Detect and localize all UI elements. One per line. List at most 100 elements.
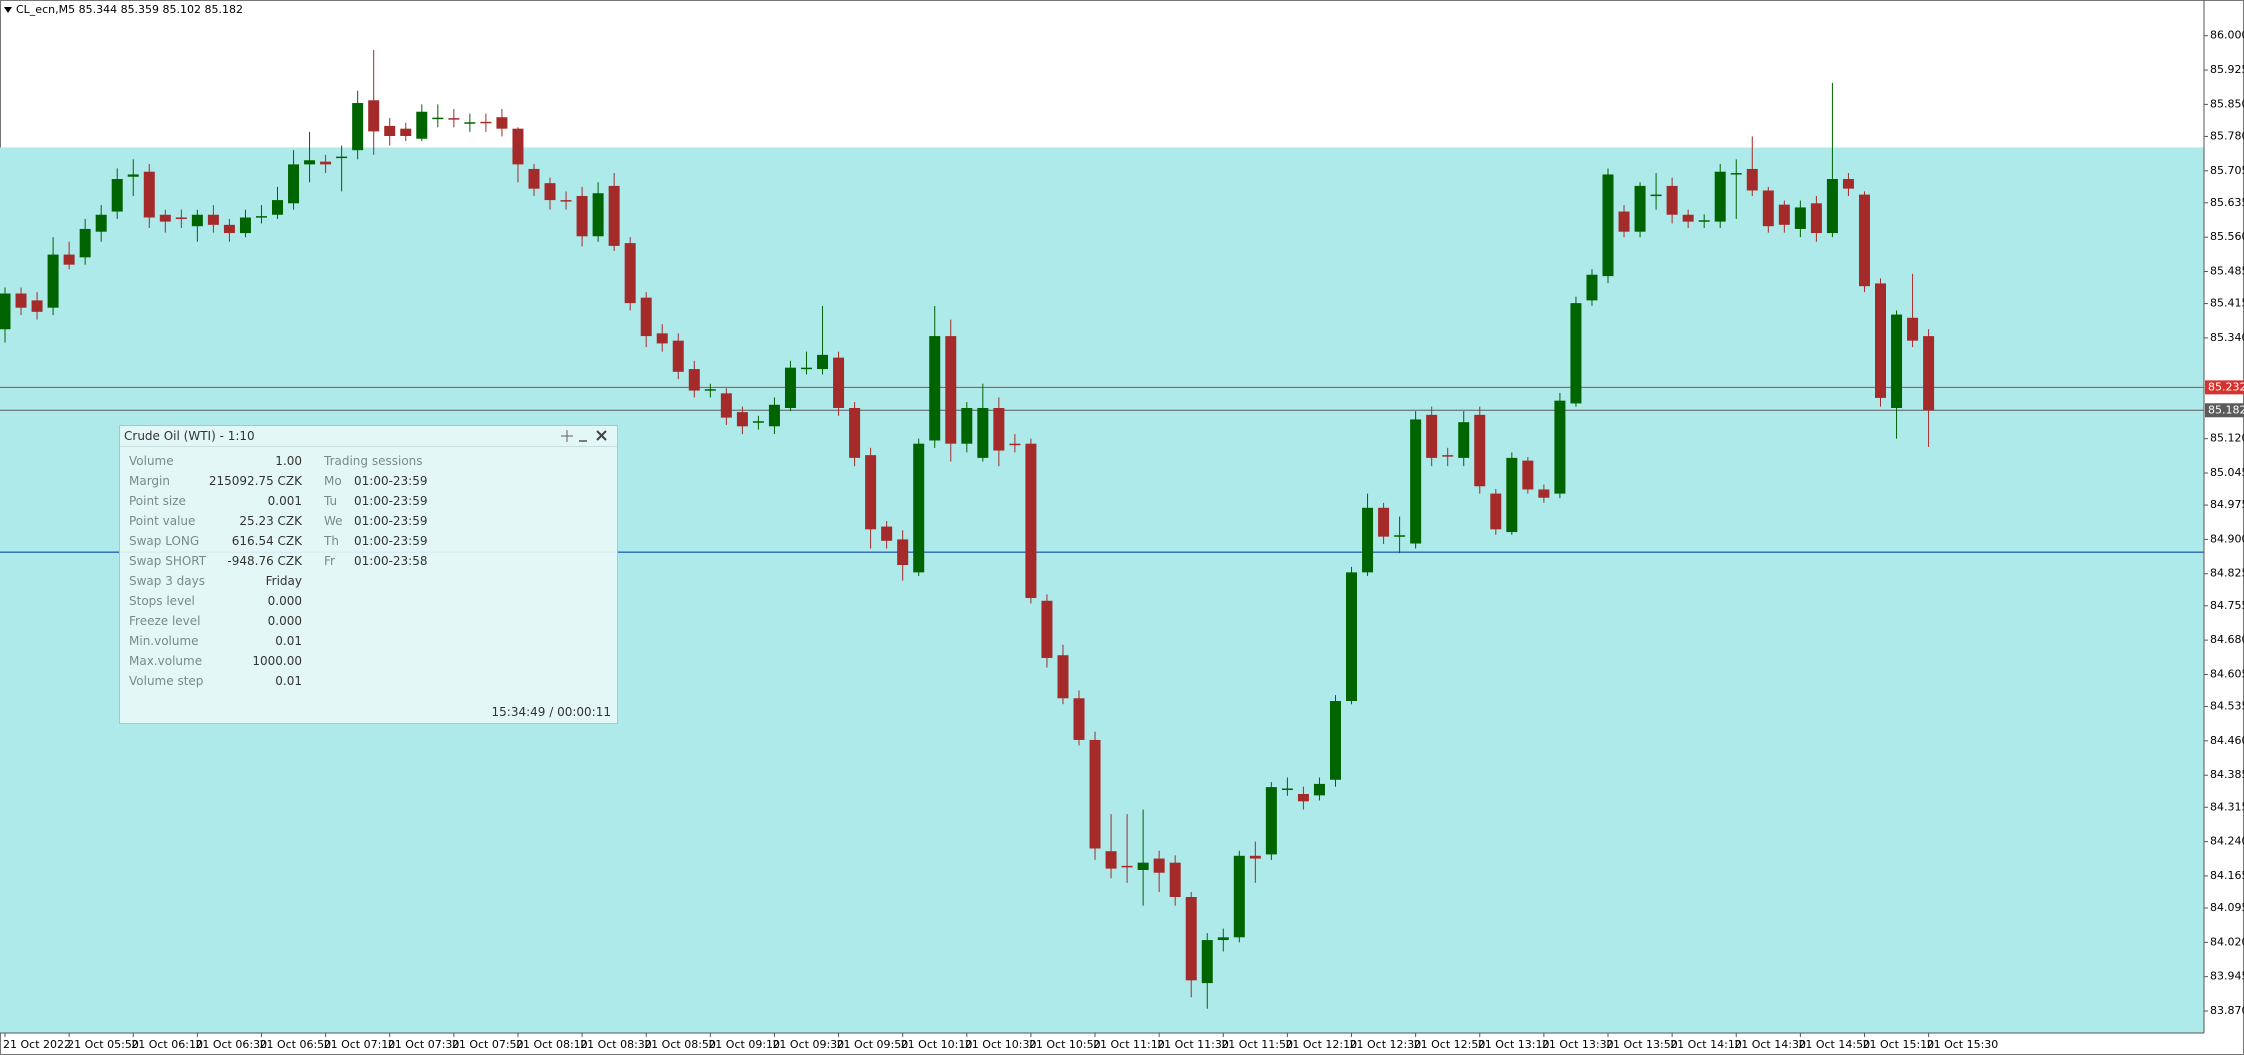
candle-body xyxy=(1233,855,1245,938)
info-label: Swap LONG xyxy=(129,534,200,548)
info-value: 1000.00 xyxy=(252,654,302,668)
x-tick-label: 21 Oct 12:10 xyxy=(1285,1038,1357,1051)
x-tick-label: 21 Oct 09:10 xyxy=(708,1038,780,1051)
y-tick-label: 85.045 xyxy=(2210,466,2244,479)
candle-body xyxy=(1698,220,1710,222)
y-tick-label: 84.900 xyxy=(2210,532,2244,545)
x-tick-label: 21 Oct 06:50 xyxy=(259,1038,331,1051)
candle-body xyxy=(897,539,909,566)
candle-body xyxy=(255,216,267,218)
candle-body xyxy=(15,293,27,308)
x-tick-label: 21 Oct 14:10 xyxy=(1670,1038,1742,1051)
info-value: Friday xyxy=(265,574,302,588)
candle-body xyxy=(576,195,588,237)
y-tick-label: 85.340 xyxy=(2210,331,2244,344)
candle-body xyxy=(608,185,620,246)
candle-body xyxy=(159,214,171,222)
price-label: 85.232 xyxy=(2208,380,2244,393)
candle-body xyxy=(95,214,107,232)
candle-body xyxy=(1650,194,1662,197)
candle-body xyxy=(143,171,155,218)
x-tick-label: 21 Oct 14:50 xyxy=(1798,1038,1870,1051)
candle-body xyxy=(111,179,123,212)
info-label: Fr xyxy=(324,554,335,568)
chart-title: CL_ecn,M5 85.344 85.359 85.102 85.182 xyxy=(16,3,243,16)
candle-body xyxy=(1394,535,1406,537)
candle-body xyxy=(1265,787,1277,855)
candle-body xyxy=(1121,865,1133,868)
y-tick-label: 85.120 xyxy=(2210,432,2244,445)
info-label: Point value xyxy=(129,514,196,528)
info-label: Stops level xyxy=(129,594,195,608)
candle-body xyxy=(1746,168,1758,191)
info-label: Min.volume xyxy=(129,634,199,648)
info-value: 01:00-23:58 xyxy=(354,554,428,568)
y-tick-label: 83.870 xyxy=(2210,1004,2244,1017)
candle-body xyxy=(881,526,893,541)
price-label-bg xyxy=(2205,403,2244,418)
y-tick-label: 85.485 xyxy=(2210,265,2244,278)
x-tick-label: 21 Oct 10:10 xyxy=(901,1038,973,1051)
candle-body xyxy=(304,160,316,165)
x-tick-label: 21 Oct 07:10 xyxy=(324,1038,396,1051)
candle-body xyxy=(223,224,235,234)
candle-body xyxy=(480,121,492,124)
candle-body xyxy=(1826,179,1838,234)
candle-body xyxy=(448,118,460,120)
candle-body xyxy=(336,156,348,159)
candle-body xyxy=(1778,204,1790,225)
candle-body xyxy=(1682,214,1694,222)
candle-body xyxy=(1907,317,1919,341)
candle-body xyxy=(784,367,796,408)
info-label: Point size xyxy=(129,494,186,508)
candle-body xyxy=(496,117,508,129)
y-tick-label: 84.315 xyxy=(2210,800,2244,813)
info-value: 0.000 xyxy=(267,614,302,628)
x-tick-label: 21 Oct 11:30 xyxy=(1157,1038,1229,1051)
info-value: 0.01 xyxy=(275,674,302,688)
candle-body xyxy=(175,217,187,219)
x-tick-label: 21 Oct 10:50 xyxy=(1029,1038,1101,1051)
y-tick-label: 84.605 xyxy=(2210,667,2244,680)
info-label: Swap SHORT xyxy=(129,554,207,568)
y-tick-label: 84.095 xyxy=(2210,901,2244,914)
candle-body xyxy=(913,443,925,573)
candle-body xyxy=(1137,862,1149,870)
candle-body xyxy=(1570,303,1582,404)
y-tick-label: 84.460 xyxy=(2210,734,2244,747)
y-tick-label: 84.535 xyxy=(2210,700,2244,713)
candle-body xyxy=(993,407,1005,451)
x-tick-label: 21 Oct 07:30 xyxy=(388,1038,460,1051)
close-icon[interactable] xyxy=(596,430,607,441)
move-icon[interactable] xyxy=(561,430,573,442)
candle-body xyxy=(1602,174,1614,277)
candle-body xyxy=(1153,858,1165,873)
symbol-menu-icon[interactable] xyxy=(4,7,12,13)
candle-body xyxy=(1201,940,1213,984)
candle-body xyxy=(672,340,684,372)
info-value: 01:00-23:59 xyxy=(354,534,428,548)
candle-body xyxy=(272,200,284,215)
x-tick-label: 21 Oct 14:30 xyxy=(1734,1038,1806,1051)
candle-body xyxy=(833,357,845,408)
candle-body xyxy=(1426,414,1438,458)
y-tick-label: 85.850 xyxy=(2210,97,2244,110)
candle-body xyxy=(1249,855,1261,859)
candle-body xyxy=(688,369,700,391)
y-tick-label: 84.975 xyxy=(2210,498,2244,511)
candle-body xyxy=(1810,203,1822,234)
y-tick-label: 84.165 xyxy=(2210,869,2244,882)
info-value: 0.01 xyxy=(275,634,302,648)
candle-body xyxy=(207,214,219,225)
candle-body xyxy=(560,200,572,202)
candle-body xyxy=(1794,207,1806,229)
candle-body xyxy=(1185,897,1197,981)
candle-body xyxy=(1169,862,1181,898)
x-tick-label: 21 Oct 09:30 xyxy=(772,1038,844,1051)
info-value: 1.00 xyxy=(275,454,302,468)
info-value: 0.000 xyxy=(267,594,302,608)
candle-body xyxy=(400,128,412,136)
candle-body xyxy=(79,228,91,258)
info-label: Max.volume xyxy=(129,654,203,668)
candle-body xyxy=(1378,507,1390,537)
